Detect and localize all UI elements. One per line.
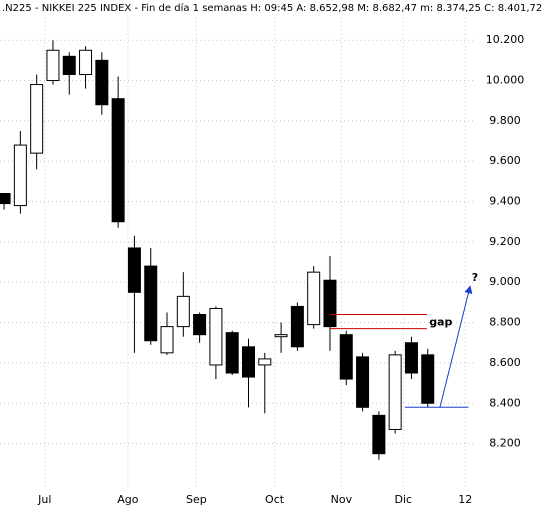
candle-body [0,192,11,205]
y-tick-label: 10.200 [486,33,525,46]
candle-body [13,144,27,207]
candle-body [323,279,337,328]
candle-body [241,346,255,378]
y-tick-label: 9.800 [489,114,521,127]
x-tick-label: Nov [331,493,353,506]
candle-body [111,98,125,223]
annotation-text: gap [429,316,452,329]
candle-body [62,55,76,75]
candle-body [95,59,109,106]
y-tick-label: 8.800 [489,316,521,329]
y-tick-label: 9.600 [489,154,521,167]
candle-body [356,356,370,408]
candle-body [209,307,223,366]
candle-body [127,247,141,293]
y-tick-label: 8.400 [489,396,521,409]
candle-body [339,334,353,380]
candle-body [176,295,190,328]
x-tick-label: Jul [37,493,51,506]
candle-body [30,84,44,154]
candle-body [421,354,435,404]
candle-body [46,49,60,82]
y-tick-label: 8.200 [489,437,521,450]
candle-body [160,326,174,354]
annotation-text: ? [472,271,478,284]
x-tick-label: 12 [458,493,472,506]
candle-body [79,49,93,75]
y-tick-label: 9.400 [489,195,521,208]
annotation-arrow [439,285,473,408]
x-tick-label: Dic [395,493,413,506]
y-tick-label: 9.000 [489,275,521,288]
chart-title: .N225 - NIKKEI 225 INDEX - Fin de día 1 … [2,2,542,14]
candle-body [274,334,288,338]
candle-body [144,265,158,342]
y-tick-label: 10.000 [486,74,525,87]
y-tick-label: 9.200 [489,235,521,248]
candle-body [258,358,272,366]
x-tick-label: Oct [265,493,285,506]
candle-body [225,332,239,374]
x-tick-label: Sep [186,493,207,506]
candle-body [372,414,386,455]
x-tick-label: Ago [117,493,139,506]
candle-body [307,271,321,326]
y-tick-label: 8.600 [489,356,521,369]
candle-body [290,305,304,348]
candle-body [388,354,402,430]
candle-body [404,342,418,374]
candle-body [193,314,207,336]
